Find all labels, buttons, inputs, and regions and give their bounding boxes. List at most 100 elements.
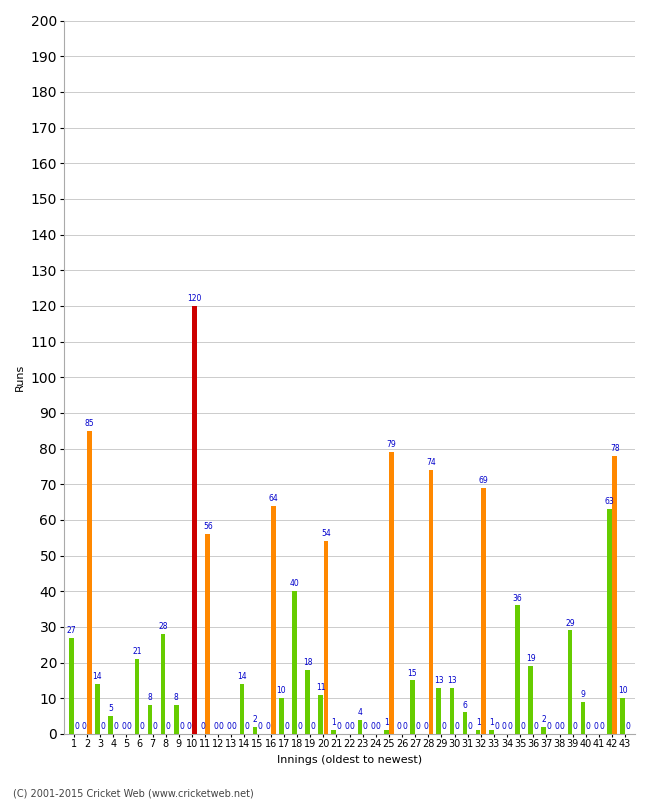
Text: 0: 0 <box>534 722 538 731</box>
Bar <box>528 666 533 734</box>
Bar <box>476 730 480 734</box>
Text: 1: 1 <box>476 718 480 727</box>
Text: 74: 74 <box>426 458 436 467</box>
Text: 14: 14 <box>237 672 247 681</box>
Text: 0: 0 <box>594 722 599 731</box>
Text: 0: 0 <box>266 722 270 731</box>
Text: 0: 0 <box>100 722 105 731</box>
Bar <box>428 470 433 734</box>
Text: 1: 1 <box>489 718 493 727</box>
Text: 0: 0 <box>297 722 302 731</box>
Text: 0: 0 <box>82 722 87 731</box>
Bar <box>541 726 546 734</box>
Bar <box>620 698 625 734</box>
Bar <box>205 534 210 734</box>
Text: 4: 4 <box>358 708 363 717</box>
Text: 0: 0 <box>213 722 218 731</box>
Text: 1: 1 <box>332 718 336 727</box>
Bar <box>192 306 197 734</box>
Text: 79: 79 <box>387 440 396 450</box>
Text: 11: 11 <box>316 682 326 692</box>
Text: 64: 64 <box>268 494 278 502</box>
Text: 0: 0 <box>218 722 224 731</box>
Bar <box>253 726 257 734</box>
Text: 0: 0 <box>187 722 192 731</box>
Text: 0: 0 <box>310 722 315 731</box>
Text: 0: 0 <box>547 722 551 731</box>
Bar <box>306 670 310 734</box>
Bar <box>292 591 296 734</box>
Text: 0: 0 <box>350 722 354 731</box>
Y-axis label: Runs: Runs <box>15 363 25 391</box>
Text: 0: 0 <box>370 722 376 731</box>
Bar <box>324 542 328 734</box>
Text: 0: 0 <box>200 722 205 731</box>
Text: 0: 0 <box>258 722 263 731</box>
Text: 19: 19 <box>526 654 536 663</box>
Bar <box>87 430 92 734</box>
Text: 120: 120 <box>187 294 202 303</box>
Bar <box>450 687 454 734</box>
Text: 0: 0 <box>166 722 171 731</box>
Text: 78: 78 <box>610 444 619 453</box>
Text: 2: 2 <box>541 715 546 724</box>
Bar <box>174 706 179 734</box>
Text: 0: 0 <box>560 722 565 731</box>
Text: 2: 2 <box>253 715 257 724</box>
Text: 6: 6 <box>463 701 467 710</box>
Text: 0: 0 <box>244 722 250 731</box>
Text: 28: 28 <box>159 622 168 631</box>
Bar <box>161 634 165 734</box>
Bar <box>481 488 486 734</box>
Text: 0: 0 <box>573 722 578 731</box>
Bar <box>135 659 139 734</box>
Text: 0: 0 <box>507 722 512 731</box>
Text: 0: 0 <box>153 722 158 731</box>
Bar <box>332 730 336 734</box>
Text: 36: 36 <box>513 594 523 602</box>
Text: 0: 0 <box>363 722 368 731</box>
Bar <box>240 684 244 734</box>
Text: 85: 85 <box>84 419 94 428</box>
Text: 0: 0 <box>226 722 231 731</box>
Text: 0: 0 <box>231 722 237 731</box>
Text: 29: 29 <box>566 618 575 627</box>
Text: 0: 0 <box>376 722 381 731</box>
Text: 0: 0 <box>625 722 630 731</box>
Text: 8: 8 <box>174 694 179 702</box>
Text: 13: 13 <box>447 676 457 685</box>
Bar <box>515 606 520 734</box>
Text: 56: 56 <box>203 522 213 531</box>
Text: 0: 0 <box>599 722 604 731</box>
Bar <box>567 630 572 734</box>
Bar <box>358 720 362 734</box>
Text: 10: 10 <box>618 686 627 695</box>
Text: 54: 54 <box>321 530 331 538</box>
Text: 0: 0 <box>127 722 131 731</box>
Bar <box>69 638 73 734</box>
Text: 13: 13 <box>434 676 443 685</box>
Bar <box>581 702 586 734</box>
Text: 0: 0 <box>113 722 118 731</box>
Text: 1: 1 <box>384 718 389 727</box>
Text: 0: 0 <box>397 722 402 731</box>
Text: 15: 15 <box>408 669 417 678</box>
Text: 0: 0 <box>284 722 289 731</box>
Bar <box>279 698 283 734</box>
Text: 0: 0 <box>179 722 184 731</box>
Text: 18: 18 <box>303 658 312 667</box>
Text: 0: 0 <box>344 722 349 731</box>
Text: 0: 0 <box>140 722 144 731</box>
Text: 69: 69 <box>478 476 488 485</box>
Text: 0: 0 <box>415 722 420 731</box>
Bar <box>318 694 323 734</box>
Text: 0: 0 <box>586 722 591 731</box>
Text: 27: 27 <box>66 626 76 634</box>
Text: 0: 0 <box>554 722 560 731</box>
Text: 0: 0 <box>423 722 428 731</box>
Bar <box>95 684 99 734</box>
Text: 14: 14 <box>93 672 102 681</box>
Text: 0: 0 <box>441 722 447 731</box>
Bar <box>384 730 389 734</box>
Text: 63: 63 <box>604 498 614 506</box>
